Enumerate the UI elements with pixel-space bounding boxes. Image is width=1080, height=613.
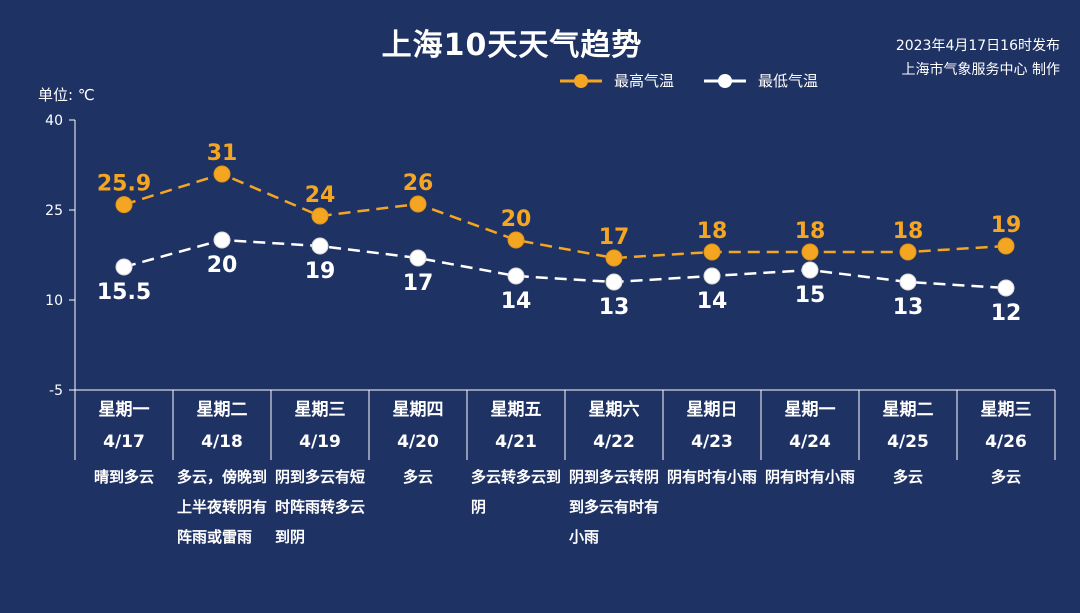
date-label: 4/21 (495, 432, 537, 452)
day-header: 星期六 4/22 (565, 394, 663, 458)
date-label: 4/25 (887, 432, 929, 452)
date-label: 4/20 (397, 432, 439, 452)
data-point-high (213, 165, 231, 183)
data-label-high: 24 (305, 183, 336, 208)
weather-description: 多云 (402, 468, 433, 486)
data-label-low: 19 (305, 259, 336, 284)
date-label: 4/24 (789, 432, 831, 452)
day-header: 星期一 4/17 (75, 394, 173, 458)
weekday-label: 星期一 (98, 400, 150, 420)
day-header: 星期二 4/18 (173, 394, 271, 458)
data-label-high: 17 (599, 225, 630, 250)
issue-time: 2023年4月17日16时发布 (895, 38, 1060, 54)
data-label-high: 20 (501, 207, 532, 232)
weather-description: 多云，傍晚到上半夜转阴有阵雨或雷雨 (177, 468, 268, 546)
legend-item-high: 最高气温 (560, 70, 674, 91)
data-point-low (703, 267, 721, 285)
weekday-label: 星期二 (196, 400, 248, 420)
data-point-low (997, 279, 1015, 297)
data-point-low (115, 258, 133, 276)
data-label-low: 20 (207, 253, 238, 278)
legend: 最高气温 最低气温 (560, 70, 818, 91)
weekday-label: 星期三 (294, 400, 346, 420)
weather-description: 多云 (990, 468, 1021, 486)
date-label: 4/18 (201, 432, 243, 452)
date-label: 4/19 (299, 432, 341, 452)
page-title: 上海10天天气趋势 (381, 28, 643, 63)
weekday-label: 星期五 (490, 400, 542, 420)
weather-description: 阴到多云转阴到多云有时有小雨 (569, 468, 660, 546)
data-label-high: 18 (697, 219, 728, 244)
date-label: 4/26 (985, 432, 1027, 452)
legend-label-low: 最低气温 (758, 72, 819, 90)
weekday-label: 星期二 (882, 400, 934, 420)
data-point-high (899, 243, 917, 261)
data-point-low (311, 237, 329, 255)
weekday-label: 星期三 (980, 400, 1032, 420)
data-point-high (507, 231, 525, 249)
data-label-high: 18 (795, 219, 826, 244)
series-line-high (123, 172, 1007, 260)
weekday-label: 星期四 (392, 400, 444, 420)
weather-description: 多云转多云到阴 (471, 468, 562, 516)
data-label-high: 31 (207, 141, 238, 166)
data-point-low (801, 261, 819, 279)
y-tick-label: 40 (45, 113, 63, 129)
data-label-high: 18 (893, 219, 924, 244)
series-line-low (123, 238, 1007, 290)
weekday-label: 星期日 (686, 400, 738, 420)
data-point-high (409, 195, 427, 213)
weekday-label: 星期一 (784, 400, 836, 420)
data-label-low: 15.5 (97, 280, 151, 305)
weather-description: 阴有时有小雨 (667, 468, 758, 486)
data-label-high: 25.9 (97, 172, 151, 197)
day-header: 星期日 4/23 (663, 394, 761, 458)
day-header: 星期三 4/26 (957, 394, 1055, 458)
data-point-low (899, 273, 917, 291)
data-point-high (801, 243, 819, 261)
weather-description: 多云 (892, 468, 923, 486)
data-label-low: 13 (599, 295, 630, 320)
data-label-high: 19 (991, 213, 1022, 238)
legend-marker-high (560, 73, 602, 88)
data-point-low (507, 267, 525, 285)
data-label-high: 26 (403, 171, 434, 196)
data-label-low: 15 (795, 283, 826, 308)
issuer-info: 2023年4月17日16时发布 上海市气象服务中心 制作 (896, 34, 1060, 82)
legend-marker-low (704, 73, 747, 88)
date-label: 4/17 (103, 432, 145, 452)
legend-label-high: 最高气温 (614, 72, 675, 90)
data-label-low: 17 (403, 271, 434, 296)
y-tick-label: -5 (49, 383, 63, 399)
data-label-low: 12 (991, 301, 1022, 326)
day-header: 星期二 4/25 (859, 394, 957, 458)
date-label: 4/23 (691, 432, 733, 452)
data-point-low (409, 249, 427, 267)
day-header: 星期三 4/19 (271, 394, 369, 458)
weather-description: 阴有时有小雨 (765, 468, 856, 486)
weekday-label: 星期六 (588, 400, 640, 420)
weather-description: 晴到多云 (93, 468, 154, 486)
data-point-high (703, 243, 721, 261)
data-point-high (311, 207, 329, 225)
data-point-low (605, 273, 623, 291)
date-label: 4/22 (593, 432, 635, 452)
data-label-low: 14 (697, 289, 728, 314)
data-point-low (213, 231, 231, 249)
day-header: 星期五 4/21 (467, 394, 565, 458)
legend-item-low: 最低气温 (704, 70, 818, 91)
day-header: 星期一 4/24 (761, 394, 859, 458)
data-point-high (997, 237, 1015, 255)
data-label-low: 14 (501, 289, 532, 314)
y-tick-label: 25 (45, 203, 63, 219)
unit-label: 单位: ℃ (38, 86, 95, 104)
data-point-high (115, 196, 133, 214)
day-header: 星期四 4/20 (369, 394, 467, 458)
data-point-high (605, 249, 623, 267)
weather-description: 阴到多云有短时阵雨转多云到阴 (275, 468, 366, 546)
data-label-low: 13 (893, 295, 924, 320)
issuer-name: 上海市气象服务中心 制作 (901, 62, 1060, 78)
y-tick-label: 10 (45, 293, 63, 309)
